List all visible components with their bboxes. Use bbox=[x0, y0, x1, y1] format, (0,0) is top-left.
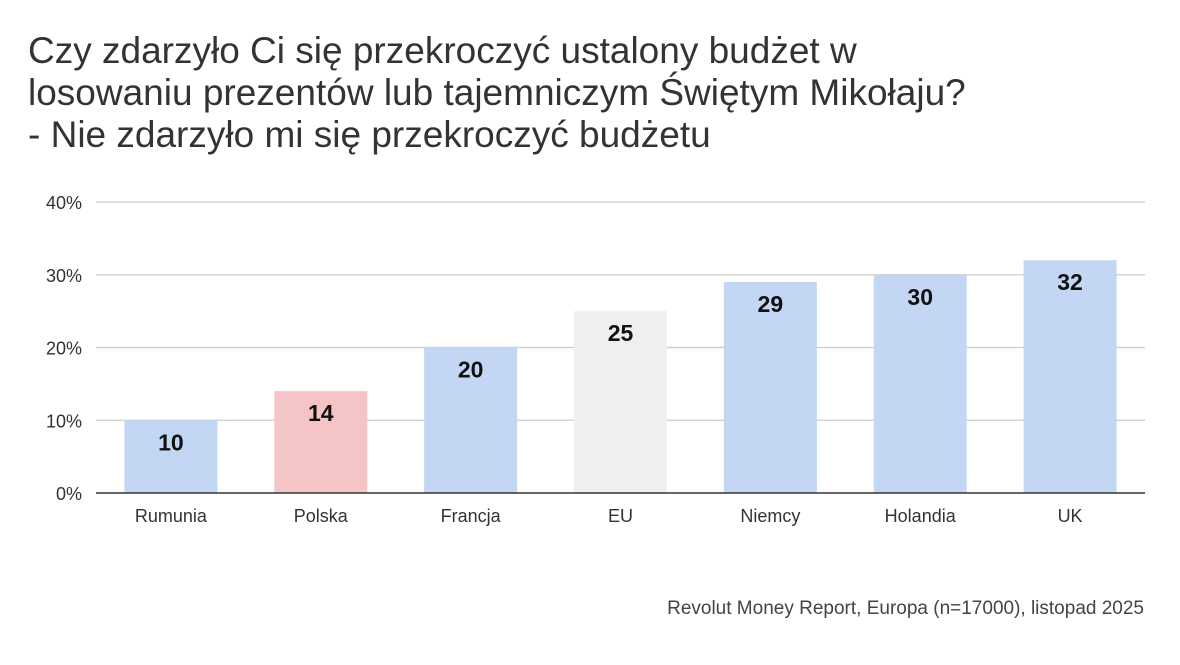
chart-title-line-3: - Nie zdarzyło mi się przekroczyć budżet… bbox=[28, 114, 711, 155]
x-tick-label: EU bbox=[608, 506, 633, 526]
y-tick-label: 10% bbox=[46, 411, 82, 431]
bar-uk bbox=[1023, 260, 1117, 493]
bar-francja bbox=[424, 347, 518, 493]
data-label: 32 bbox=[1057, 269, 1083, 295]
bar-polska bbox=[274, 391, 368, 493]
x-tick-label: UK bbox=[1058, 506, 1083, 526]
bar-rumunia bbox=[124, 420, 218, 493]
bar-holandia bbox=[873, 274, 967, 493]
data-label: 10 bbox=[158, 429, 184, 455]
data-label: 29 bbox=[758, 291, 784, 317]
x-tick-label: Rumunia bbox=[135, 506, 208, 526]
chart-title-line-1: Czy zdarzyło Ci się przekroczyć ustalony… bbox=[28, 30, 857, 71]
chart-title-line-2: losowaniu prezentów lub tajemniczym Świę… bbox=[28, 72, 966, 113]
bar-eu bbox=[574, 311, 667, 493]
y-tick-label: 40% bbox=[46, 193, 82, 213]
x-tick-label: Holandia bbox=[885, 506, 957, 526]
source-note: Revolut Money Report, Europa (n=17000), … bbox=[667, 598, 1144, 619]
x-tick-label: Francja bbox=[441, 506, 502, 526]
x-tick-label: Niemcy bbox=[740, 506, 800, 526]
y-tick-label: 30% bbox=[46, 266, 82, 286]
y-tick-label: 0% bbox=[56, 484, 82, 504]
data-label: 14 bbox=[308, 400, 334, 426]
data-label: 20 bbox=[458, 357, 484, 383]
data-label: 25 bbox=[608, 320, 634, 346]
x-tick-label: Polska bbox=[294, 506, 349, 526]
y-tick-label: 20% bbox=[46, 339, 82, 359]
data-label: 30 bbox=[907, 284, 933, 310]
chart-title: Czy zdarzyło Ci się przekroczyć ustalony… bbox=[28, 30, 1158, 156]
bar-niemcy bbox=[723, 282, 817, 493]
